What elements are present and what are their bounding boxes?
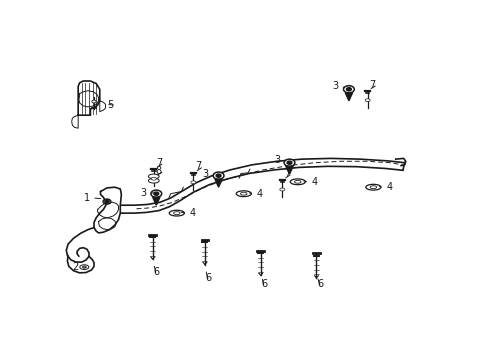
Ellipse shape: [216, 174, 221, 177]
Ellipse shape: [151, 190, 162, 197]
Polygon shape: [67, 256, 94, 273]
Ellipse shape: [148, 174, 159, 179]
Text: 7: 7: [195, 161, 201, 171]
Text: 4: 4: [256, 189, 262, 199]
Ellipse shape: [240, 192, 246, 195]
Text: 3: 3: [140, 188, 146, 198]
Ellipse shape: [284, 159, 294, 166]
Ellipse shape: [343, 86, 354, 93]
Polygon shape: [78, 81, 100, 115]
Text: 6: 6: [205, 273, 211, 283]
Text: 4: 4: [311, 177, 317, 187]
Ellipse shape: [294, 180, 301, 183]
Text: 6: 6: [261, 279, 267, 289]
Text: 6: 6: [153, 267, 159, 277]
Text: 4: 4: [386, 182, 391, 192]
Ellipse shape: [236, 191, 251, 197]
Ellipse shape: [103, 199, 111, 204]
Text: 7: 7: [368, 80, 375, 90]
Ellipse shape: [148, 178, 159, 183]
Ellipse shape: [190, 181, 196, 184]
Ellipse shape: [92, 100, 96, 103]
Polygon shape: [94, 187, 121, 233]
Ellipse shape: [289, 179, 305, 185]
Ellipse shape: [365, 184, 380, 190]
Text: 6: 6: [317, 279, 323, 289]
Ellipse shape: [151, 177, 156, 180]
Text: 5: 5: [107, 100, 114, 110]
Ellipse shape: [80, 265, 89, 269]
Polygon shape: [345, 93, 352, 101]
Ellipse shape: [279, 188, 284, 191]
Circle shape: [104, 199, 109, 204]
Ellipse shape: [82, 266, 86, 268]
Text: 3: 3: [202, 168, 208, 179]
Polygon shape: [215, 179, 222, 187]
Ellipse shape: [286, 161, 291, 164]
Polygon shape: [152, 197, 160, 205]
Text: 2: 2: [72, 262, 78, 272]
Text: 7: 7: [155, 158, 162, 168]
Ellipse shape: [169, 210, 184, 216]
Text: 8: 8: [156, 166, 162, 176]
Text: 3: 3: [331, 81, 338, 91]
Ellipse shape: [346, 87, 350, 91]
Polygon shape: [100, 101, 105, 112]
Polygon shape: [72, 115, 78, 128]
Ellipse shape: [154, 192, 159, 195]
Ellipse shape: [173, 212, 180, 215]
Polygon shape: [66, 228, 94, 262]
Text: 4: 4: [189, 208, 195, 218]
Text: 7: 7: [283, 168, 289, 179]
Ellipse shape: [365, 99, 369, 102]
Ellipse shape: [213, 172, 224, 179]
Ellipse shape: [369, 186, 376, 189]
Text: 1: 1: [83, 193, 90, 203]
Polygon shape: [285, 166, 292, 174]
Text: 3: 3: [273, 155, 280, 165]
